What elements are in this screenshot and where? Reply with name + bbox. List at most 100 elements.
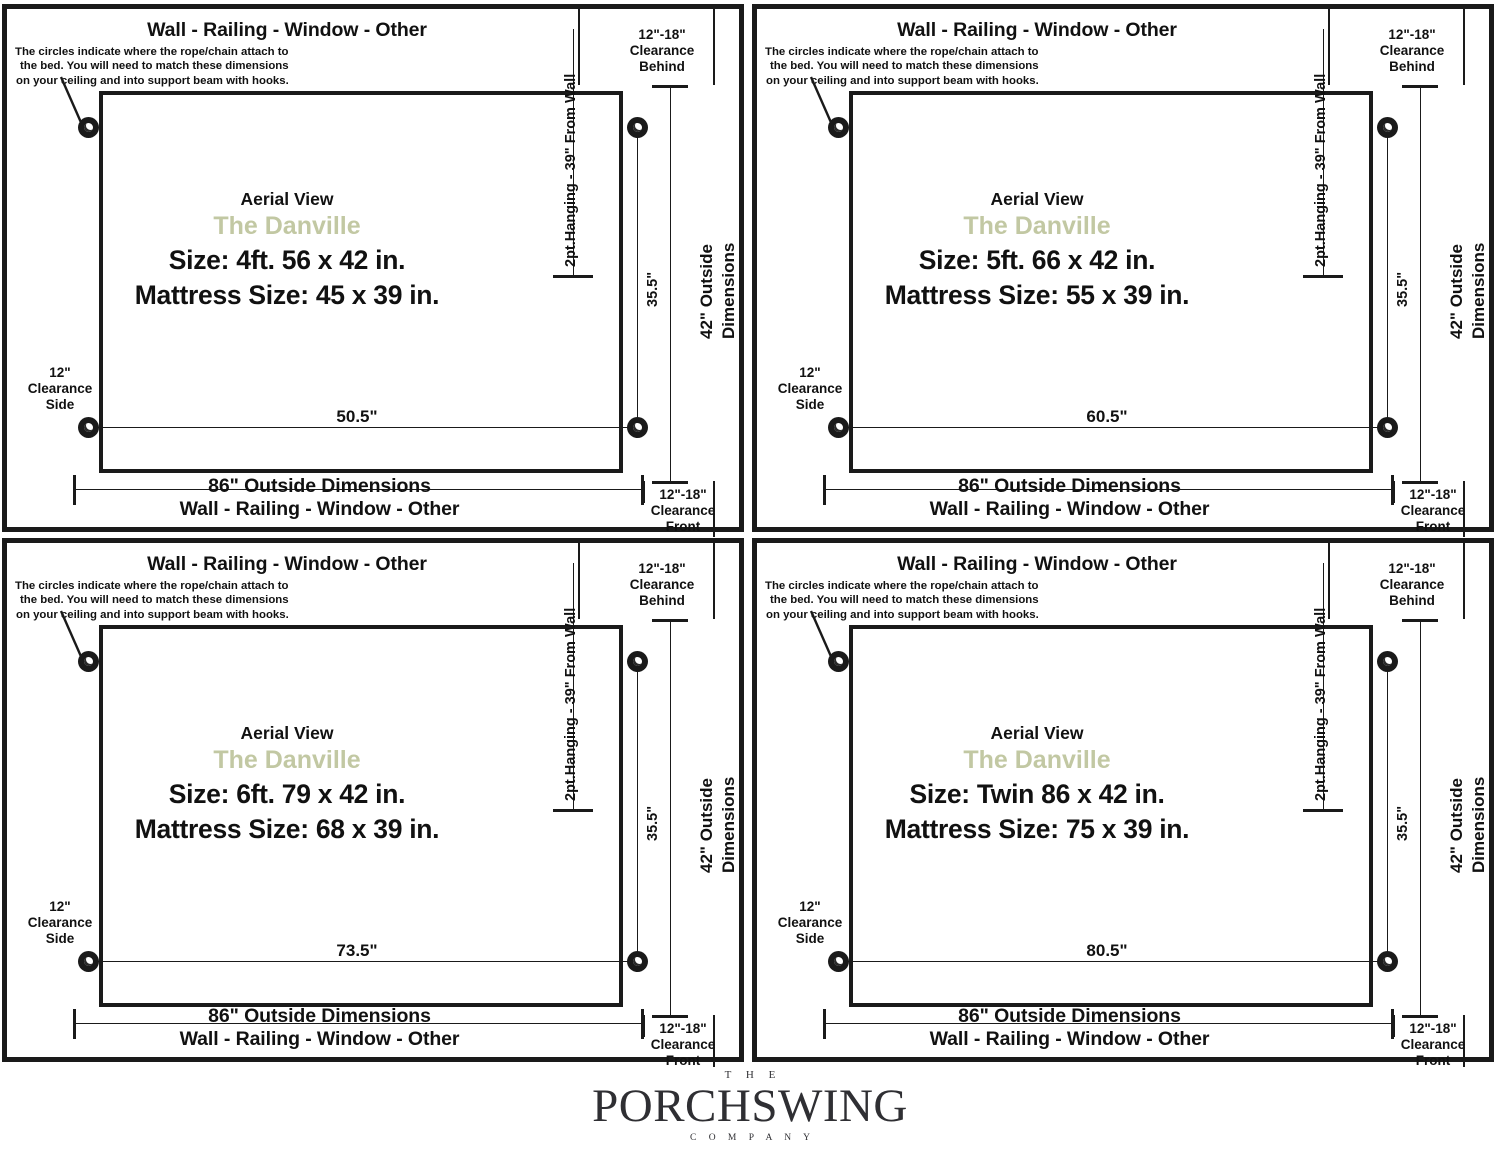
inner-width-label: 50.5" (336, 407, 378, 426)
outer-depth-label-line-2: Dimensions (719, 242, 738, 339)
clearance-side-line-2: Clearance (777, 381, 843, 397)
inner-width-label: 80.5" (1086, 941, 1128, 960)
panel-center-text: Aerial View The Danville Size: 4ft. 56 x… (7, 188, 567, 313)
bottom-wall-heading: 86" Outside Dimensions Wall - Railing - … (757, 475, 1382, 521)
clearance-front-line-1: 12"-18" (1409, 487, 1457, 502)
logo-company-text: C O M P A N Y (689, 1132, 815, 1143)
hook-top-right (627, 117, 648, 138)
hanging-dim-line (573, 563, 574, 811)
bottom-wall-heading: 86" Outside Dimensions Wall - Railing - … (7, 1005, 632, 1051)
clearance-front-line-1: 12"-18" (1409, 1021, 1457, 1036)
hook-top-left (828, 117, 849, 138)
outer-depth-dim-line (670, 619, 671, 1015)
outer-depth-dim-label-2: Dimensions (719, 243, 738, 339)
clearance-side-line-2: Clearance (777, 915, 843, 931)
outer-depth-dim-label-2: Dimensions (1469, 777, 1488, 873)
product-name: The Danville (213, 746, 361, 775)
panel-divider-front-right (1463, 481, 1465, 537)
size-label: Size: Twin 86 x 42 in. (909, 778, 1165, 809)
clearance-front-line-2: Clearance (650, 1037, 716, 1053)
hook-note-line-3: on your ceiling and into support beam wi… (766, 608, 1039, 621)
size-label: Size: 6ft. 79 x 42 in. (168, 778, 406, 809)
outside-width-tick-right (1391, 475, 1394, 505)
inner-width-dim-line (835, 961, 1391, 962)
clearance-behind-line-1: 12"-18" (1388, 27, 1436, 42)
inner-width-dim-line (85, 961, 641, 962)
panel-divider-left (1328, 9, 1330, 85)
panel-center-text: Aerial View The Danville Size: Twin 86 x… (757, 722, 1317, 847)
clearance-behind-line-3: Behind (639, 59, 685, 75)
clearance-side-label: 12" Clearance Side (15, 365, 105, 414)
clearance-front-label: 12"-18" Clearance Front (1391, 487, 1475, 536)
clearance-behind-line-1: 12"-18" (638, 561, 686, 576)
clearance-front-line-2: Clearance (650, 503, 716, 519)
hook-bottom-right (627, 951, 648, 972)
clearance-behind-line-3: Behind (1389, 593, 1435, 609)
outside-width-tick-left (73, 1009, 76, 1039)
product-name: The Danville (963, 212, 1111, 241)
inner-depth-dim-label: 35.5" (645, 271, 661, 307)
top-wall-heading: Wall - Railing - Window - Other (147, 19, 427, 41)
clearance-behind-label: 12"-18" Clearance Behind (1357, 27, 1467, 76)
outer-depth-tick-top (1402, 85, 1438, 88)
hanging-dim-line (573, 29, 574, 277)
panel-divider-front-right (713, 481, 715, 537)
outer-depth-tick-top (652, 85, 688, 88)
panel-divider-front-left (1393, 481, 1395, 503)
clearance-behind-label: 12"-18" Clearance Behind (607, 561, 717, 610)
panel-4ft: Wall - Railing - Window - Other The circ… (2, 4, 744, 537)
outside-dimensions-label: 86" Outside Dimensions (208, 1005, 431, 1027)
hook-note: The circles indicate where the rope/chai… (765, 579, 1055, 622)
clearance-behind-line-1: 12"-18" (638, 27, 686, 42)
clearance-behind-line-2: Clearance (1379, 577, 1445, 593)
clearance-side-line-2: Clearance (27, 915, 93, 931)
inner-depth-dim-label: 35.5" (1395, 805, 1411, 841)
clearance-front-line-1: 12"-18" (659, 1021, 707, 1036)
outside-width-tick-right (641, 1009, 644, 1039)
clearance-front-line-1: 12"-18" (659, 487, 707, 502)
outside-width-dim-line (823, 1023, 1393, 1024)
product-name: The Danville (213, 212, 361, 241)
hook-bottom-left (828, 417, 849, 438)
outer-depth-dim-label: 42" Outside (1447, 244, 1466, 339)
panel-divider-front-right (713, 1015, 715, 1067)
mattress-size-label: Mattress Size: 55 x 39 in. (884, 279, 1190, 310)
hook-bottom-left (78, 951, 99, 972)
size-label: Size: 4ft. 56 x 42 in. (168, 244, 406, 275)
clearance-side-line-2: Clearance (27, 381, 93, 397)
hook-note-line-1: The circles indicate where the rope/chai… (15, 580, 289, 592)
outer-depth-tick-top (1402, 619, 1438, 622)
panel-5ft: Wall - Railing - Window - Other The circ… (752, 4, 1494, 537)
clearance-front-label: 12"-18" Clearance Front (641, 1021, 725, 1070)
outside-dimensions-label: 86" Outside Dimensions (208, 475, 431, 497)
hanging-dim-tick-bottom (553, 809, 593, 812)
bottom-wall-label: Wall - Railing - Window - Other (179, 1028, 460, 1050)
panel-divider-left (578, 543, 580, 619)
outside-width-dim-line (823, 489, 1393, 490)
clearance-behind-line-2: Clearance (629, 43, 695, 59)
outer-depth-label-line-1: 42" Outside (1447, 778, 1466, 873)
bottom-wall-label: Wall - Railing - Window - Other (179, 498, 460, 520)
hanging-dim-tick-bottom (553, 275, 593, 278)
outer-depth-label-line-2: Dimensions (1469, 776, 1488, 873)
outer-depth-label-line-2: Dimensions (1469, 242, 1488, 339)
panel-divider-right (1463, 9, 1465, 85)
hook-top-left (78, 651, 99, 672)
outside-dimensions-label: 86" Outside Dimensions (958, 1005, 1181, 1027)
clearance-behind-line-3: Behind (639, 593, 685, 609)
bottom-wall-label: Wall - Railing - Window - Other (929, 498, 1210, 520)
clearance-front-line-2: Clearance (1400, 503, 1466, 519)
logo-the-text: T H E (724, 1069, 782, 1081)
outside-width-dim-line (73, 489, 643, 490)
panel-divider-front-left (1393, 1015, 1395, 1037)
outer-depth-label-line-1: 42" Outside (697, 244, 716, 339)
clearance-side-line-3: Side (795, 931, 825, 947)
bed-outline (99, 625, 623, 1007)
hook-note-line-1: The circles indicate where the rope/chai… (15, 46, 289, 58)
clearance-side-line-1: 12" (799, 365, 821, 380)
outer-depth-dim-line (1420, 85, 1421, 481)
clearance-side-line-1: 12" (49, 365, 71, 380)
clearance-front-label: 12"-18" Clearance Front (1391, 1021, 1475, 1070)
top-wall-heading: Wall - Railing - Window - Other (897, 19, 1177, 41)
hook-note: The circles indicate where the rope/chai… (765, 45, 1055, 88)
